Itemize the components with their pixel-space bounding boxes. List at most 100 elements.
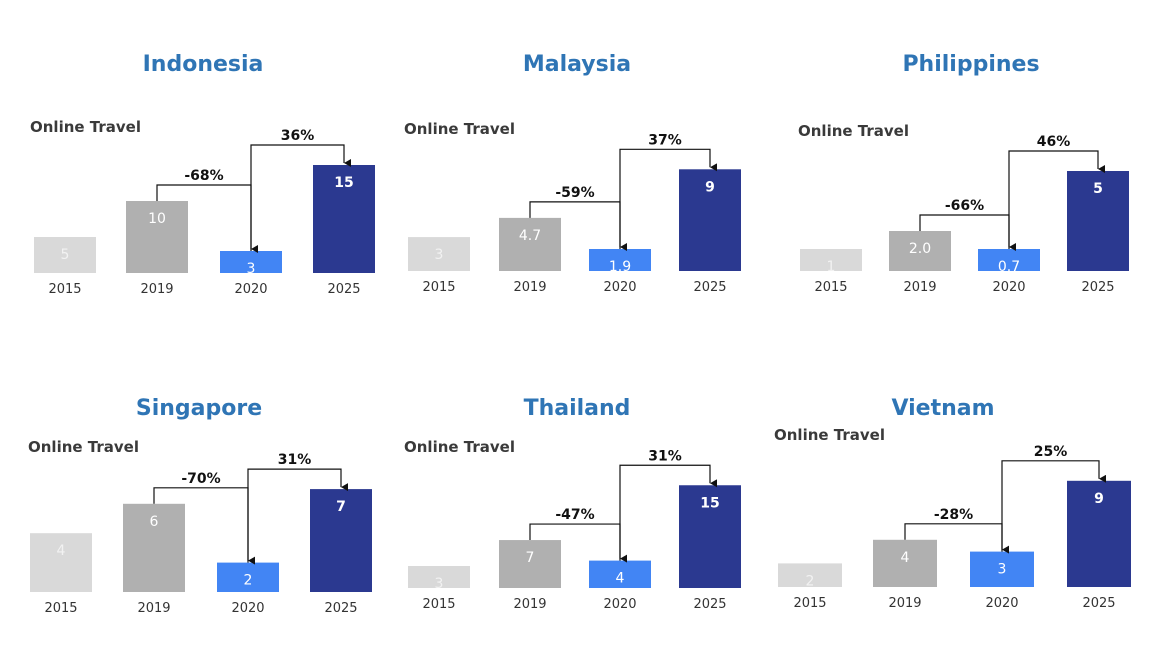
- chart-title: Malaysia: [522, 52, 632, 77]
- chart-panel-vietnam: 2 2015 4 2019 3 2020 9 2025 -28% 25% Vietnam Online…: [758, 392, 1131, 652]
- bar-chart-svg: 3 2015 4.7 2019 1.9 2020 9 2025 -59% 37%: [408, 132, 741, 295]
- chart-panel-thailand: 3 2015 7 2019 4 2020 15 2025 -47% 31% Thailand Onli…: [392, 392, 762, 652]
- bar-value-label: 15: [700, 495, 719, 511]
- bar-2020: [589, 249, 651, 271]
- bar-value-label: 4: [616, 571, 625, 587]
- chart-title: Singapore: [135, 396, 263, 421]
- category-label: 2019: [513, 597, 546, 612]
- change-label-2020-2025: 36%: [281, 128, 315, 144]
- bar-2015: [778, 563, 842, 587]
- bar-2025: [310, 489, 372, 592]
- chart-subtitle: Online Travel: [404, 438, 515, 456]
- bar-2015: [408, 566, 470, 588]
- chart-panel-indonesia: 5 2015 10 2019 3 2020 15 2025 -68% 36% Indonesia On…: [18, 48, 388, 308]
- bar-value-label: 1.9: [609, 259, 631, 275]
- chart-subtitle: Online Travel: [404, 120, 515, 138]
- bar-2020: [978, 249, 1040, 271]
- bar-2019: [889, 231, 951, 271]
- category-label: 2025: [693, 597, 726, 612]
- category-label: 2020: [603, 597, 636, 612]
- bar-2025: [679, 169, 741, 271]
- bar-2015: [34, 237, 96, 273]
- bar-2019: [499, 217, 561, 271]
- change-label-2020-2025: 31%: [648, 448, 682, 464]
- bar-value-label: 2.0: [909, 241, 931, 257]
- change-label-2020-2025: 31%: [278, 452, 312, 468]
- bar-chart-svg: 5 2015 10 2019 3 2020 15 2025 -68% 36%: [34, 128, 375, 297]
- chart-subtitle: Online Travel: [30, 118, 141, 136]
- bar-2019: [123, 503, 185, 592]
- change-arrow-2020-2025: [247, 468, 348, 563]
- category-label: 2019: [140, 282, 173, 297]
- change-arrow-2020-2025: [619, 464, 717, 561]
- category-label: 2025: [327, 282, 360, 297]
- category-label: 2019: [137, 601, 170, 616]
- category-label: 2015: [814, 280, 847, 295]
- bar-2025: [1067, 480, 1131, 587]
- chart-subtitle: Online Travel: [28, 438, 139, 456]
- bar-chart-svg: 1 2015 2.0 2019 0.7 2020 5 2025 -66% 46%: [800, 134, 1129, 295]
- bar-value-label: 9: [1094, 491, 1104, 507]
- chart-panel-philippines: 1 2015 2.0 2019 0.7 2020 5 2025 -66% 46% Philippin…: [786, 48, 1156, 308]
- change-label-2019-2020: -70%: [181, 471, 220, 487]
- bar-value-label: 1: [827, 259, 836, 275]
- bar-chart-svg: 3 2015 7 2019 4 2020 15 2025 -47% 31%: [408, 448, 741, 612]
- bar-value-label: 7: [336, 499, 346, 515]
- category-label: 2020: [231, 601, 264, 616]
- category-label: 2020: [985, 596, 1018, 611]
- category-label: 2015: [44, 601, 77, 616]
- category-label: 2025: [1081, 280, 1114, 295]
- change-label-2020-2025: 25%: [1034, 444, 1068, 460]
- bar-value-label: 10: [148, 211, 166, 227]
- bar-2015: [30, 533, 92, 592]
- bar-chart-svg: 2 2015 4 2019 3 2020 9 2025 -28% 25%: [778, 444, 1131, 611]
- bar-value-label: 2: [806, 573, 815, 589]
- bar-value-label: 15: [334, 175, 353, 191]
- bar-2019: [499, 540, 561, 588]
- bar-2025: [679, 485, 741, 588]
- bar-2025: [313, 165, 375, 273]
- category-label: 2015: [422, 280, 455, 295]
- change-label-2019-2020: -68%: [184, 168, 223, 184]
- bar-2025: [1067, 171, 1129, 271]
- change-label-2019-2020: -28%: [934, 507, 973, 523]
- chart-panel-malaysia: 3 2015 4.7 2019 1.9 2020 9 2025 -59% 37% Malaysia O…: [392, 48, 762, 308]
- category-label: 2015: [422, 597, 455, 612]
- bar-value-label: 2: [244, 573, 253, 589]
- bar-value-label: 9: [705, 179, 715, 195]
- chart-subtitle: Online Travel: [774, 426, 885, 444]
- bar-value-label: 7: [526, 550, 535, 566]
- bar-2015: [800, 249, 862, 271]
- category-label: 2019: [513, 280, 546, 295]
- chart-title: Indonesia: [142, 52, 264, 77]
- bar-2020: [589, 560, 651, 588]
- bar-2020: [217, 562, 279, 592]
- chart-subtitle: Online Travel: [798, 122, 909, 140]
- category-label: 2015: [48, 282, 81, 297]
- bar-value-label: 4: [901, 550, 910, 566]
- category-label: 2025: [693, 280, 726, 295]
- change-arrow-2020-2025: [250, 144, 351, 251]
- bar-value-label: 5: [1093, 181, 1103, 197]
- change-label-2020-2025: 46%: [1037, 134, 1071, 150]
- category-label: 2025: [324, 601, 357, 616]
- chart-title: Vietnam: [891, 396, 995, 421]
- category-label: 2019: [888, 596, 921, 611]
- category-label: 2020: [992, 280, 1025, 295]
- bar-value-label: 3: [435, 576, 444, 592]
- bar-2020: [220, 251, 282, 273]
- bar-value-label: 4.7: [519, 228, 541, 244]
- change-arrow-2020-2025: [619, 148, 717, 249]
- category-label: 2019: [903, 280, 936, 295]
- category-label: 2020: [234, 282, 267, 297]
- change-label-2020-2025: 37%: [648, 132, 682, 148]
- chart-panel-singapore: 4 2015 6 2019 2 2020 7 2025 -70% 31% Singapore Onli…: [14, 392, 384, 652]
- category-label: 2025: [1082, 596, 1115, 611]
- bar-2015: [408, 237, 470, 271]
- bar-value-label: 0.7: [998, 259, 1020, 275]
- chart-title: Philippines: [902, 52, 1040, 77]
- change-label-2019-2020: -47%: [555, 507, 594, 523]
- bar-value-label: 3: [998, 562, 1007, 578]
- bar-value-label: 4: [57, 543, 66, 559]
- bar-2020: [970, 551, 1034, 587]
